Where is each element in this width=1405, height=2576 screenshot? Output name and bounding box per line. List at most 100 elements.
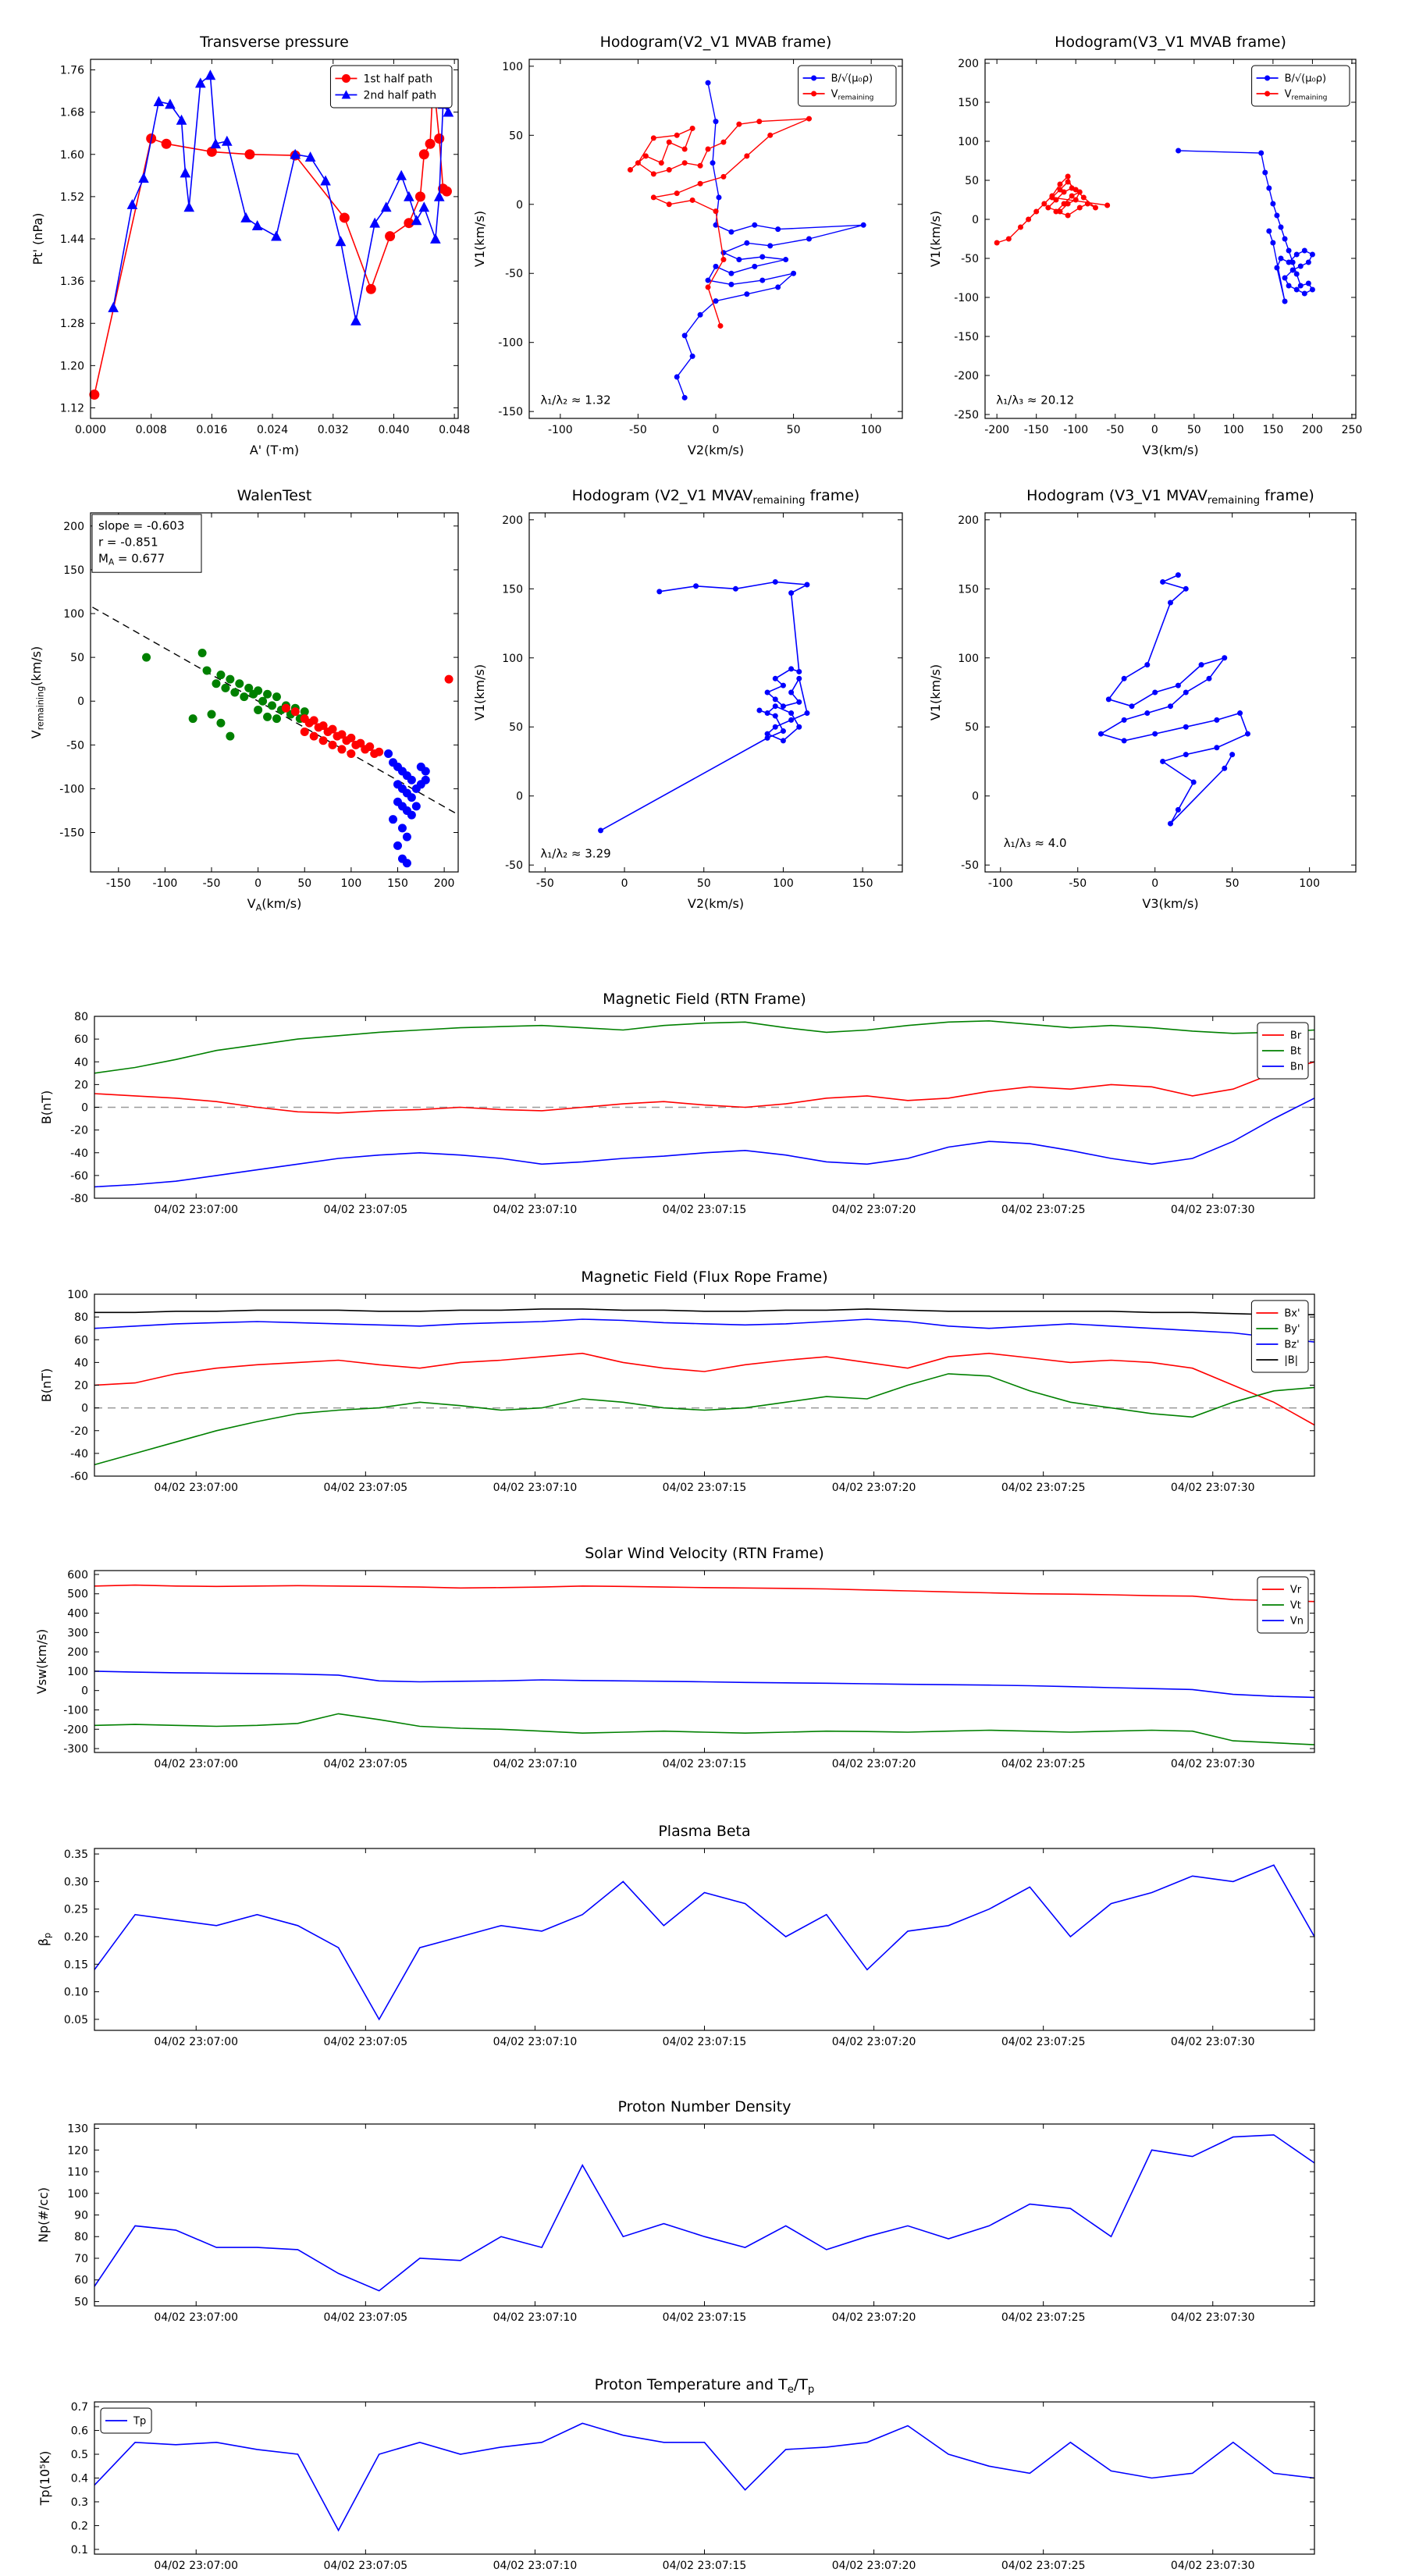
svg-text:04/02 23:07:05: 04/02 23:07:05 [323, 1758, 407, 1770]
svg-text:Pt' (nPa): Pt' (nPa) [30, 213, 45, 265]
svg-text:-150: -150 [59, 827, 84, 840]
svg-text:500: 500 [67, 1589, 88, 1601]
svg-text:0: 0 [81, 1685, 88, 1698]
svg-text:04/02 23:07:20: 04/02 23:07:20 [832, 2560, 916, 2572]
svg-text:0.000: 0.000 [75, 424, 106, 436]
svg-text:-50: -50 [203, 877, 221, 890]
svg-text:0: 0 [713, 424, 720, 436]
svg-text:04/02 23:07:00: 04/02 23:07:00 [154, 1482, 238, 1494]
svg-text:200: 200 [958, 58, 979, 70]
svg-text:40: 40 [74, 1357, 88, 1369]
svg-text:Vremaining: Vremaining [831, 89, 874, 102]
svg-text:0.05: 0.05 [64, 2014, 88, 2026]
svg-text:04/02 23:07:30: 04/02 23:07:30 [1171, 1482, 1255, 1494]
svg-text:Np(#/cc): Np(#/cc) [36, 2187, 51, 2243]
svg-text:0.1: 0.1 [71, 2544, 88, 2556]
svg-text:600: 600 [67, 1569, 88, 1582]
svg-text:04/02 23:07:15: 04/02 23:07:15 [663, 1758, 747, 1770]
svg-text:V1(km/s): V1(km/s) [928, 664, 943, 720]
svg-text:V2(km/s): V2(km/s) [688, 896, 744, 911]
magnetic-field-flux-rope-chart: 04/02 23:07:00 04/02 23:07:05 04/02 23:07:… [39, 1268, 1315, 1494]
hodogram-v2v1-mvab-chart: -100 -50 0 50 100 -150 -100 -50 0 50 100 Hodogram(V… [472, 34, 903, 457]
svg-text:B(nT): B(nT) [39, 1091, 54, 1124]
svg-text:100: 100 [958, 653, 979, 665]
svg-text:80: 80 [74, 1011, 88, 1023]
svg-text:40: 40 [74, 1056, 88, 1069]
svg-text:0.048: 0.048 [439, 424, 470, 436]
svg-text:04/02 23:07:30: 04/02 23:07:30 [1171, 1204, 1255, 1216]
svg-text:-100: -100 [63, 1704, 88, 1717]
svg-text:B(nT): B(nT) [39, 1368, 54, 1402]
solar-wind-velocity-chart: 04/02 23:07:00 04/02 23:07:05 04/02 23:07:… [34, 1545, 1315, 1770]
svg-text:0.4: 0.4 [71, 2473, 88, 2485]
svg-text:0: 0 [972, 214, 979, 226]
panel-magnetic-field-rtn: 04/02 23:07:00 04/02 23:07:05 04/02 23:07:… [23, 976, 1382, 1218]
svg-text:Hodogram(V3_V1 MVAB frame): Hodogram(V3_V1 MVAB frame) [1055, 34, 1286, 51]
svg-text:λ₁/λ₃ ≈ 20.12: λ₁/λ₃ ≈ 20.12 [996, 393, 1074, 407]
panel-transverse-pressure: 0.000 0.008 0.016 0.024 0.032 0.040 0.048 1.12 1… [23, 16, 492, 484]
svg-text:-200: -200 [63, 1724, 88, 1736]
svg-text:120: 120 [67, 2144, 88, 2157]
svg-text:Br: Br [1290, 1030, 1302, 1042]
svg-text:-50: -50 [505, 268, 523, 280]
hodogram-v3v1-mvav-chart: -100 -50 0 50 100 -50 0 50 100 150 200 Hodogram (V3… [928, 487, 1357, 911]
svg-text:1.60: 1.60 [60, 149, 84, 162]
svg-text:100: 100 [63, 608, 84, 621]
svg-text:Bx': Bx' [1284, 1308, 1300, 1320]
svg-text:Proton Number Density: Proton Number Density [618, 2098, 791, 2115]
svg-text:r = -0.851: r = -0.851 [98, 535, 158, 549]
svg-text:100: 100 [67, 1289, 88, 1301]
walen-test-chart: -150 -100 -50 0 50 100 150 200 -150 -100 -50 0 50 100… [29, 487, 459, 913]
panel-walen-test: -150 -100 -50 0 50 100 150 200 -150 -100 -50 0 50 100… [23, 469, 492, 938]
proton-temperature-chart: 04/02 23:07:00 04/02 23:07:05 04/02 23:07:… [37, 2376, 1315, 2572]
svg-text:0: 0 [621, 877, 628, 890]
svg-text:04/02 23:07:15: 04/02 23:07:15 [663, 2036, 747, 2048]
svg-text:-50: -50 [1069, 877, 1087, 890]
svg-text:-100: -100 [498, 337, 523, 350]
svg-text:100: 100 [67, 1666, 88, 1678]
svg-text:04/02 23:07:15: 04/02 23:07:15 [663, 1482, 747, 1494]
svg-text:04/02 23:07:10: 04/02 23:07:10 [493, 2560, 578, 2572]
svg-text:1.76: 1.76 [60, 65, 84, 77]
svg-text:-300: -300 [63, 1743, 88, 1756]
svg-text:λ₁/λ₂ ≈ 3.29: λ₁/λ₂ ≈ 3.29 [540, 847, 610, 861]
svg-text:50: 50 [965, 721, 979, 734]
svg-text:-50: -50 [66, 739, 84, 752]
svg-text:90: 90 [74, 2210, 88, 2222]
svg-text:-100: -100 [548, 424, 573, 436]
svg-text:04/02 23:07:25: 04/02 23:07:25 [1001, 1758, 1086, 1770]
svg-text:0.25: 0.25 [64, 1904, 88, 1916]
svg-text:Vremaining: Vremaining [1285, 89, 1328, 102]
svg-text:-100: -100 [153, 877, 178, 890]
svg-text:04/02 23:07:10: 04/02 23:07:10 [493, 2311, 578, 2324]
svg-text:0: 0 [81, 1102, 88, 1115]
svg-text:βp: βp [36, 1933, 53, 1946]
svg-text:-150: -150 [106, 877, 131, 890]
svg-text:-50: -50 [961, 253, 979, 265]
svg-text:MA = 0.677: MA = 0.677 [98, 551, 165, 567]
svg-text:150: 150 [63, 564, 84, 577]
hodogram-v3v1-mvab-chart: -200 -150 -100 -50 0 50 100 150 200 250 -250 -200 -1… [928, 34, 1363, 457]
svg-text:50: 50 [965, 175, 979, 187]
svg-text:0.032: 0.032 [318, 424, 349, 436]
svg-text:V1(km/s): V1(km/s) [472, 211, 487, 267]
svg-text:150: 150 [387, 877, 408, 890]
svg-text:Vr: Vr [1290, 1585, 1302, 1596]
svg-text:0: 0 [1151, 877, 1158, 890]
svg-text:1.20: 1.20 [60, 360, 84, 372]
svg-text:-50: -50 [505, 859, 523, 872]
svg-text:-50: -50 [1106, 424, 1124, 436]
svg-text:100: 100 [67, 2188, 88, 2201]
svg-text:0.040: 0.040 [378, 424, 409, 436]
svg-text:04/02 23:07:00: 04/02 23:07:00 [154, 2560, 238, 2572]
svg-text:100: 100 [773, 877, 794, 890]
svg-text:V3(km/s): V3(km/s) [1142, 896, 1198, 911]
panel-magnetic-field-flux-rope: 04/02 23:07:00 04/02 23:07:05 04/02 23:07:… [23, 1254, 1382, 1496]
svg-text:-100: -100 [954, 292, 979, 304]
svg-text:50: 50 [697, 877, 711, 890]
svg-text:04/02 23:07:05: 04/02 23:07:05 [323, 1482, 407, 1494]
svg-text:Hodogram (V2_V1 MVAVremaining: Hodogram (V2_V1 MVAVremaining frame) [572, 487, 860, 507]
svg-text:250: 250 [1342, 424, 1363, 436]
svg-text:100: 100 [1299, 877, 1320, 890]
